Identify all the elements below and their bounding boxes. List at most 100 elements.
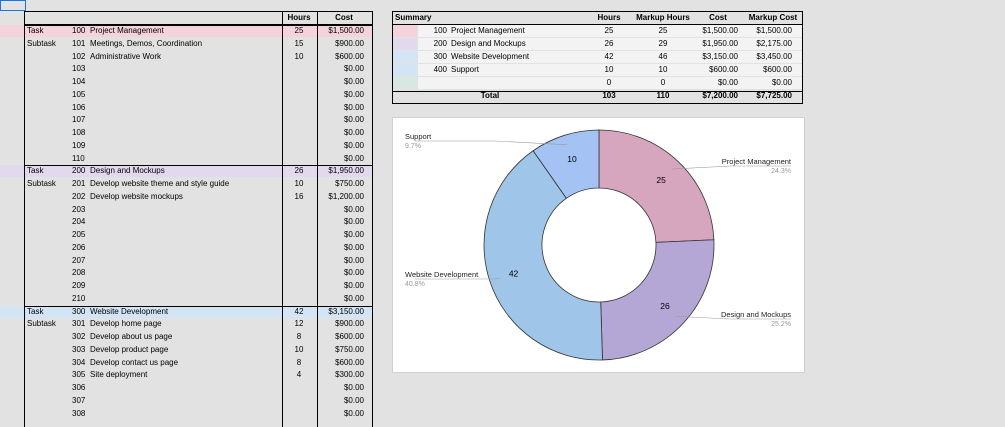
summary-row-hours: 42 xyxy=(604,52,614,61)
row-number: 103 xyxy=(72,64,86,74)
leader-line xyxy=(671,165,791,170)
row-hours: 8 xyxy=(296,332,302,341)
row-number: 106 xyxy=(72,102,86,112)
summary-row-hours: 10 xyxy=(604,65,614,74)
summary-row-number xyxy=(425,77,447,89)
row-name xyxy=(90,267,280,279)
row-cost: $0.00 xyxy=(343,281,364,290)
row-hours xyxy=(283,293,315,305)
row-name: Administrative Work xyxy=(90,51,161,61)
table-border xyxy=(24,25,372,26)
row-number: 209 xyxy=(72,281,86,290)
row-name xyxy=(90,255,280,267)
row-type xyxy=(27,89,71,101)
row-name xyxy=(90,395,280,407)
row-name xyxy=(90,229,280,241)
summary-row-hours: 25 xyxy=(604,26,614,35)
row-cost: $0.00 xyxy=(343,242,364,252)
row-cost: $0.00 xyxy=(343,89,364,99)
row-type: Task xyxy=(27,166,44,176)
donut-slice-design-and-mockups[interactable] xyxy=(600,239,715,361)
row-type xyxy=(27,280,71,292)
row-number: 105 xyxy=(72,89,86,99)
leader-line xyxy=(415,140,568,146)
row-hours: 25 xyxy=(294,26,304,35)
summary-swatch xyxy=(393,64,417,76)
table-border xyxy=(24,305,372,307)
table-border xyxy=(24,24,372,25)
total-cost: $7,200.00 xyxy=(702,91,738,100)
row-cost: $0.00 xyxy=(343,230,364,239)
summary-row-cost: $1,950.00 xyxy=(702,39,738,48)
summary-row-hours: 26 xyxy=(604,39,614,48)
row-cost: $900.00 xyxy=(335,38,364,48)
row-number: 307 xyxy=(72,395,86,405)
donut-slice-support[interactable] xyxy=(532,129,600,199)
row-hours xyxy=(283,242,315,254)
summary-cost-header: Cost xyxy=(709,13,727,22)
row-hours xyxy=(283,229,315,241)
row-cost: $0.00 xyxy=(343,408,364,418)
category-label: Project Management xyxy=(722,157,792,166)
row-cost: $600.00 xyxy=(335,51,364,61)
row-type xyxy=(27,140,71,152)
donut-chart[interactable]: 25 26 42 10 Project Management 24.3% Design an… xyxy=(392,117,805,373)
row-number: 104 xyxy=(72,77,86,86)
row-cost: $600.00 xyxy=(335,357,364,367)
table-border xyxy=(24,11,25,427)
row-name xyxy=(90,280,280,292)
summary-row-name: Website Development xyxy=(451,52,530,61)
row-type: Task xyxy=(27,26,44,35)
donut-slice-project-management[interactable] xyxy=(598,129,715,243)
summary-row-markup-cost: $0.00 xyxy=(771,78,792,87)
row-type xyxy=(27,153,71,165)
row-number: 202 xyxy=(72,191,86,201)
donut-slice-website-development[interactable] xyxy=(483,150,603,361)
row-number: 205 xyxy=(72,230,86,239)
row-cost: $0.00 xyxy=(343,383,364,392)
leader-line xyxy=(415,277,500,280)
row-type xyxy=(27,229,71,241)
row-cost: $1,950.00 xyxy=(328,166,364,176)
slice-value-label: 26 xyxy=(660,301,670,311)
summary-markup-hours-header: Markup Hours xyxy=(636,13,690,22)
row-hours: 8 xyxy=(296,357,302,367)
row-name xyxy=(90,127,280,139)
row-cost: $0.00 xyxy=(343,217,364,227)
summary-hours-header: Hours xyxy=(597,13,621,22)
row-name xyxy=(90,204,280,216)
summary-markup-cost-header: Markup Cost xyxy=(748,13,798,22)
row-name: Design and Mockups xyxy=(90,166,165,176)
row-type xyxy=(27,255,71,267)
summary-row-hours: 0 xyxy=(606,78,612,87)
row-name: Develop website theme and style guide xyxy=(90,179,230,188)
total-markup-cost: $7,725.00 xyxy=(756,91,792,100)
row-number: 200 xyxy=(72,166,86,176)
hours-header: Hours xyxy=(287,13,311,22)
table-border xyxy=(392,11,803,12)
category-percent-label: 25.2% xyxy=(771,321,791,328)
row-cost: $0.00 xyxy=(343,115,364,125)
row-type xyxy=(27,382,71,394)
category-label: Design and Mockups xyxy=(721,310,791,319)
row-hours xyxy=(283,255,315,267)
row-type xyxy=(27,76,71,88)
row-type xyxy=(27,191,71,203)
summary-row-name xyxy=(451,77,586,89)
row-hours xyxy=(283,280,315,292)
row-number: 101 xyxy=(72,38,86,48)
table-border xyxy=(24,165,372,167)
row-type xyxy=(27,51,71,63)
row-name xyxy=(90,293,280,305)
row-name xyxy=(90,63,280,75)
row-type xyxy=(27,102,71,114)
table-border xyxy=(802,11,803,104)
row-cost: $0.00 xyxy=(343,204,364,214)
row-name xyxy=(90,242,280,254)
row-number: 203 xyxy=(72,204,86,214)
row-hours: 15 xyxy=(294,38,304,48)
summary-row-markup-hours: 29 xyxy=(658,39,668,48)
row-number: 308 xyxy=(72,408,86,418)
row-number: 208 xyxy=(72,268,86,278)
selected-cell[interactable] xyxy=(0,0,26,11)
